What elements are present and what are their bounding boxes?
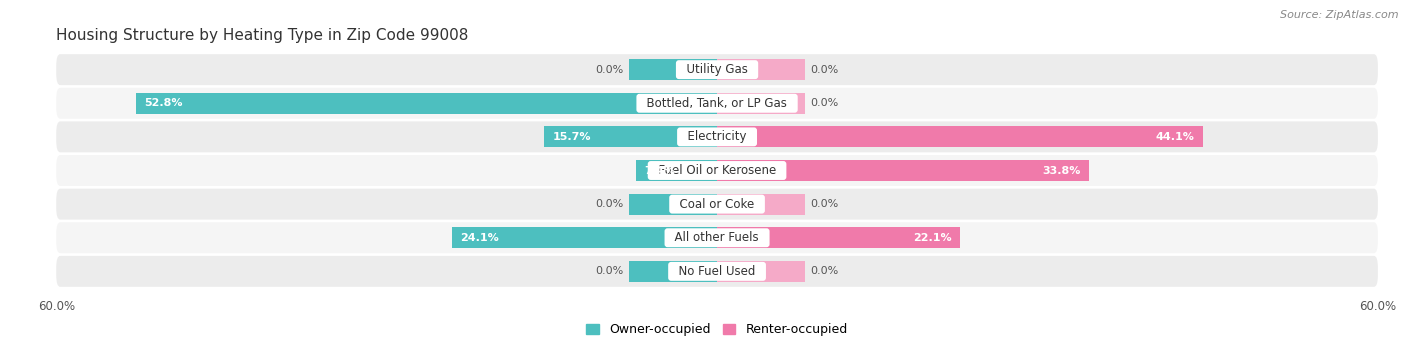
FancyBboxPatch shape [56, 54, 1378, 85]
FancyBboxPatch shape [56, 121, 1378, 152]
Bar [717, 127, 1202, 147]
Text: Fuel Oil or Kerosene: Fuel Oil or Kerosene [651, 164, 783, 177]
Text: 33.8%: 33.8% [1042, 165, 1080, 176]
Bar [544, 127, 717, 147]
Text: 0.0%: 0.0% [811, 98, 839, 108]
Bar [717, 93, 806, 114]
FancyBboxPatch shape [56, 222, 1378, 253]
Text: 0.0%: 0.0% [811, 266, 839, 276]
Bar [717, 194, 806, 214]
Text: 52.8%: 52.8% [145, 98, 183, 108]
Text: 22.1%: 22.1% [912, 233, 952, 243]
Bar [451, 227, 717, 248]
Bar [717, 227, 960, 248]
FancyBboxPatch shape [56, 155, 1378, 186]
Text: 24.1%: 24.1% [460, 233, 499, 243]
Bar [628, 194, 717, 214]
Text: Bottled, Tank, or LP Gas: Bottled, Tank, or LP Gas [640, 97, 794, 110]
Bar [628, 59, 717, 80]
Text: 15.7%: 15.7% [553, 132, 592, 142]
FancyBboxPatch shape [56, 189, 1378, 220]
Legend: Owner-occupied, Renter-occupied: Owner-occupied, Renter-occupied [586, 323, 848, 336]
Text: 7.4%: 7.4% [644, 165, 675, 176]
FancyBboxPatch shape [56, 88, 1378, 119]
Bar [135, 93, 717, 114]
Bar [717, 160, 1090, 181]
Text: Utility Gas: Utility Gas [679, 63, 755, 76]
Text: 0.0%: 0.0% [811, 65, 839, 75]
Text: 0.0%: 0.0% [595, 199, 623, 209]
Text: 44.1%: 44.1% [1156, 132, 1194, 142]
Bar [628, 261, 717, 282]
Bar [636, 160, 717, 181]
Text: 0.0%: 0.0% [595, 65, 623, 75]
Text: 0.0%: 0.0% [595, 266, 623, 276]
Text: All other Fuels: All other Fuels [668, 231, 766, 244]
Text: Housing Structure by Heating Type in Zip Code 99008: Housing Structure by Heating Type in Zip… [56, 28, 468, 43]
Text: 0.0%: 0.0% [811, 199, 839, 209]
Text: Coal or Coke: Coal or Coke [672, 198, 762, 211]
Bar [717, 59, 806, 80]
Bar [717, 261, 806, 282]
FancyBboxPatch shape [56, 256, 1378, 287]
Text: Electricity: Electricity [681, 130, 754, 143]
Text: Source: ZipAtlas.com: Source: ZipAtlas.com [1281, 10, 1399, 20]
Text: No Fuel Used: No Fuel Used [671, 265, 763, 278]
